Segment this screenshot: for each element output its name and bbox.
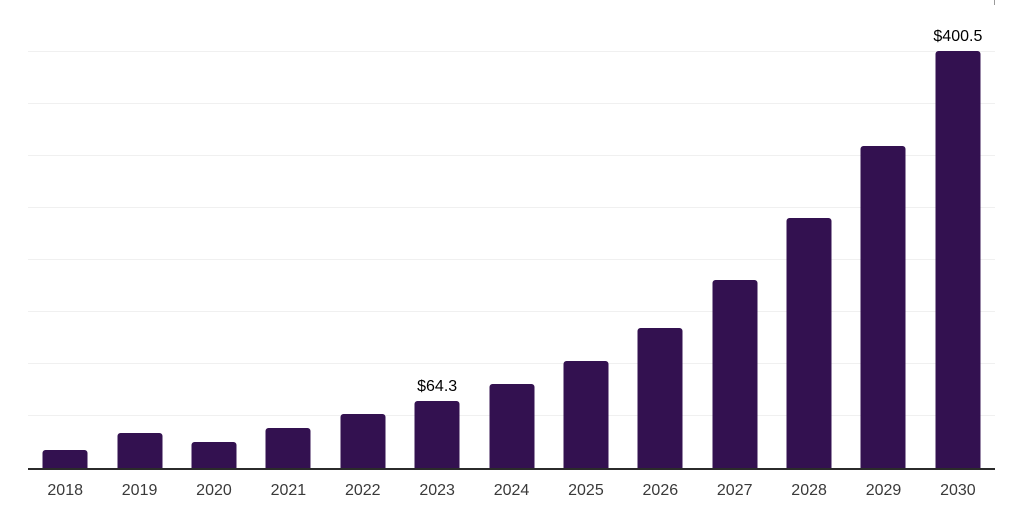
bar-2026 bbox=[637, 327, 683, 468]
bar-slot-2030: $400.5 bbox=[921, 0, 995, 468]
gridline-150 bbox=[28, 310, 995, 312]
data-label-2023: $64.3 bbox=[417, 378, 458, 396]
gridline-100 bbox=[28, 362, 995, 364]
x-axis: 2018 2019 2020 2021 2022 2023 2024 2025 2026 2027… bbox=[28, 481, 995, 501]
bar-2027 bbox=[712, 279, 758, 468]
bar-slot-2025 bbox=[549, 0, 623, 468]
x-tick-label-2018: 2018 bbox=[47, 482, 83, 499]
plot-area: $64.3 $400.5 bbox=[28, 0, 995, 470]
bars-row: $64.3 $400.5 bbox=[28, 0, 995, 468]
x-tick-label-2028: 2028 bbox=[791, 482, 827, 499]
bar-2020 bbox=[191, 442, 237, 468]
x-tick-label-2029: 2029 bbox=[865, 482, 902, 499]
x-tick-label-2030: 2030 bbox=[940, 482, 976, 499]
x-tick-label-2021: 2021 bbox=[270, 482, 307, 499]
bar-slot-2020 bbox=[177, 0, 251, 468]
bar-2021 bbox=[265, 428, 311, 468]
bar-2029 bbox=[860, 145, 906, 468]
bar-slot-2023: $64.3 bbox=[400, 0, 474, 468]
bar-2018 bbox=[42, 449, 88, 468]
x-tick-label-2025: 2025 bbox=[568, 482, 604, 499]
bar-slot-2029 bbox=[846, 0, 920, 468]
bar-slot-2019 bbox=[102, 0, 176, 468]
gridline-300 bbox=[28, 154, 995, 156]
bar-slot-2027 bbox=[698, 0, 772, 468]
bar-2022 bbox=[340, 413, 386, 468]
bar-2019 bbox=[117, 433, 163, 468]
x-tick-label-2023: 2023 bbox=[419, 482, 455, 499]
plot-right-edge-tick bbox=[994, 0, 995, 5]
gridline-350 bbox=[28, 102, 995, 104]
bar-slot-2022 bbox=[326, 0, 400, 468]
bar-2028 bbox=[786, 218, 832, 468]
gridline-250 bbox=[28, 206, 995, 208]
bar-slot-2024 bbox=[474, 0, 548, 468]
bar-slot-2018 bbox=[28, 0, 102, 468]
x-tick-label-2019: 2019 bbox=[121, 482, 158, 499]
bar-slot-2026 bbox=[623, 0, 697, 468]
gridline-200 bbox=[28, 258, 995, 260]
bar-2024 bbox=[489, 384, 535, 468]
bar-2023 bbox=[414, 401, 460, 468]
data-label-2030: $400.5 bbox=[933, 28, 983, 46]
bar-2025 bbox=[563, 360, 609, 468]
gridline-400 bbox=[28, 50, 995, 52]
x-tick-label-2020: 2020 bbox=[196, 482, 232, 499]
x-tick-label-2027: 2027 bbox=[716, 482, 753, 499]
bar-2030 bbox=[935, 51, 981, 468]
bar-slot-2021 bbox=[251, 0, 325, 468]
x-tick-label-2026: 2026 bbox=[642, 482, 679, 499]
x-tick-label-2022: 2022 bbox=[344, 482, 381, 499]
x-tick-label-2024: 2024 bbox=[493, 482, 530, 499]
bar-slot-2028 bbox=[772, 0, 846, 468]
